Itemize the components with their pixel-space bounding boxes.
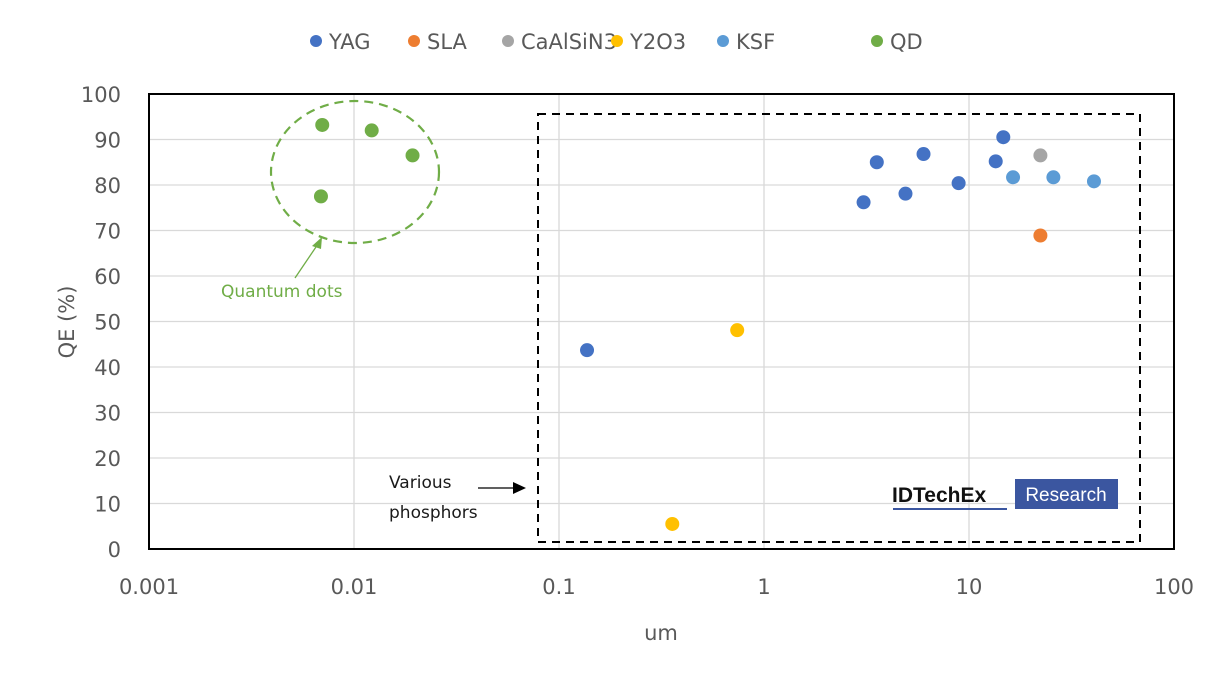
data-point-ksf[interactable]	[1086, 174, 1101, 189]
data-point-yag[interactable]	[951, 176, 966, 191]
y-tick-label: 60	[94, 265, 121, 289]
y-axis-ticks: 0 10 20 30 40 50 60 70 80 90 100	[81, 83, 121, 562]
x-tick-label: 1	[757, 575, 770, 599]
legend-item-yag[interactable]: YAG	[310, 30, 370, 54]
data-point-sla[interactable]	[1033, 228, 1048, 243]
legend: YAG SLA CaAlSiN3 Y2O3 KSF QD	[310, 30, 923, 54]
legend-label: SLA	[427, 30, 468, 54]
legend-label: Y2O3	[629, 30, 686, 54]
legend-item-ksf[interactable]: KSF	[717, 30, 775, 54]
plot-area-frame	[148, 93, 1175, 550]
x-axis-ticks: 0.001 0.01 0.1 1 10 100	[119, 575, 1194, 599]
x-tick-label: 0.1	[542, 575, 575, 599]
data-point-yag[interactable]	[869, 155, 884, 170]
legend-marker	[502, 35, 514, 47]
data-point-y2o3[interactable]	[665, 516, 680, 531]
y-tick-label: 100	[81, 83, 121, 107]
series-caalsin3	[1033, 148, 1048, 163]
grid-lines	[149, 94, 1174, 549]
quantum-dots-arrowhead	[312, 237, 322, 249]
y-tick-label: 30	[94, 402, 121, 426]
legend-label: YAG	[328, 30, 370, 54]
data-point-qd[interactable]	[405, 148, 420, 163]
legend-marker	[717, 35, 729, 47]
x-tick-label: 100	[1154, 575, 1194, 599]
legend-marker	[310, 35, 322, 47]
legend-marker	[871, 35, 883, 47]
x-tick-label: 10	[956, 575, 983, 599]
y-tick-label: 20	[94, 447, 121, 471]
y-axis-title: QE (%)	[55, 286, 79, 359]
phosphors-label-line-1: Various	[389, 473, 452, 493]
data-point-yag[interactable]	[898, 186, 913, 201]
data-point-yag[interactable]	[996, 130, 1011, 145]
legend-item-qd[interactable]: QD	[871, 30, 923, 54]
data-point-ksf[interactable]	[1046, 170, 1061, 185]
quantum-dots-label: Quantum dots	[221, 282, 343, 302]
data-point-yag[interactable]	[916, 147, 931, 162]
x-axis-title: um	[644, 621, 678, 645]
data-point-qd[interactable]	[364, 123, 379, 138]
y-tick-label: 40	[94, 356, 121, 380]
data-point-y2o3[interactable]	[730, 323, 745, 338]
data-point-yag[interactable]	[856, 195, 871, 210]
legend-label: CaAlSiN3	[521, 30, 617, 54]
data-point-yag[interactable]	[580, 343, 595, 358]
data-points	[313, 117, 1101, 531]
legend-item-y2o3[interactable]: Y2O3	[611, 30, 686, 54]
data-point-qd[interactable]	[315, 117, 330, 132]
quantum-dots-arrow	[294, 243, 319, 279]
logo-main-text: IDTechEx	[892, 484, 986, 507]
x-tick-label: 0.001	[119, 575, 179, 599]
logo-sub-text: Research	[1025, 485, 1106, 506]
legend-item-caalsin3[interactable]: CaAlSiN3	[502, 30, 617, 54]
series-ksf	[1006, 170, 1101, 189]
data-point-yag[interactable]	[988, 154, 1003, 169]
legend-label: KSF	[736, 30, 775, 54]
legend-marker	[611, 35, 623, 47]
phosphors-box	[537, 113, 1141, 543]
phosphors-arrowhead	[513, 482, 526, 494]
legend-label: QD	[890, 30, 923, 54]
quantum-dots-circle	[269, 99, 441, 245]
x-tick-label: 0.01	[331, 575, 378, 599]
legend-marker	[408, 35, 420, 47]
y-tick-label: 50	[94, 311, 121, 335]
logo-research-box	[1015, 479, 1118, 509]
data-point-qd[interactable]	[313, 189, 328, 204]
y-tick-label: 10	[94, 493, 121, 517]
y-tick-label: 90	[94, 129, 121, 153]
data-point-caalsin3[interactable]	[1033, 148, 1048, 163]
phosphors-label-line-2: phosphors	[389, 503, 478, 523]
legend-item-sla[interactable]: SLA	[408, 30, 468, 54]
series-qd	[313, 117, 420, 204]
y-tick-label: 80	[94, 174, 121, 198]
idtechex-logo: IDTechEx Research	[892, 479, 1118, 510]
series-sla	[1033, 228, 1048, 243]
data-point-ksf[interactable]	[1006, 170, 1021, 185]
y-tick-label: 0	[108, 538, 121, 562]
series-yag	[580, 130, 1011, 358]
series-y2o3	[665, 323, 745, 531]
y-tick-label: 70	[94, 220, 121, 244]
